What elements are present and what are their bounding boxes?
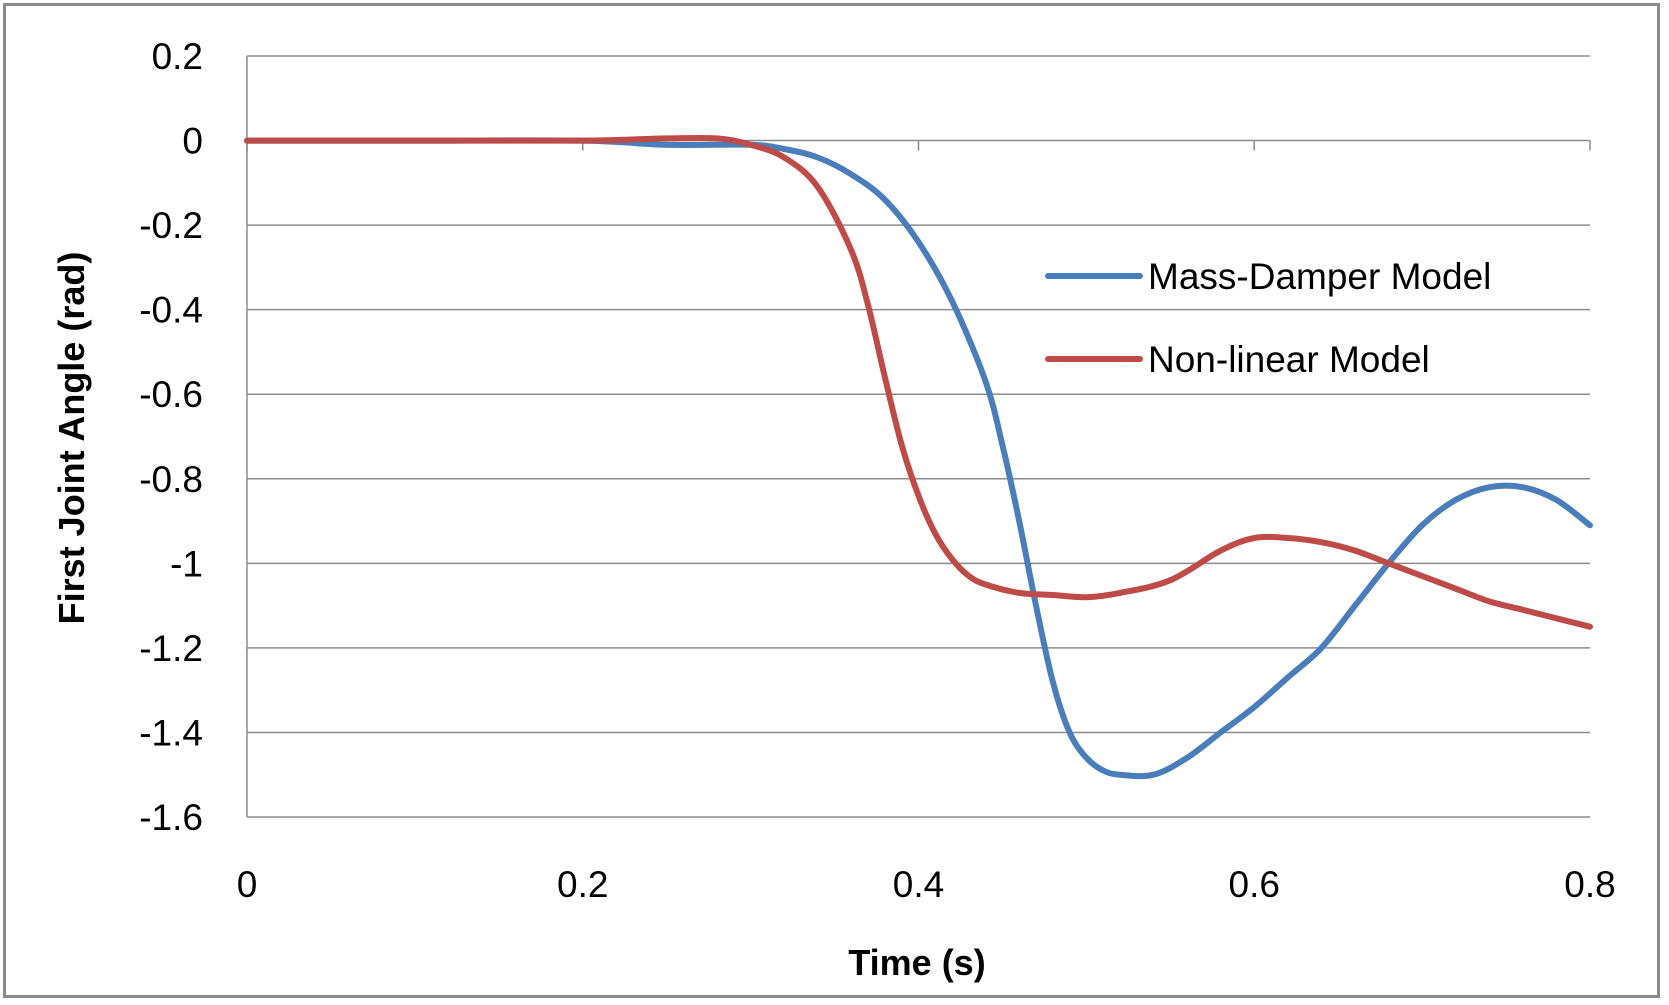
y-tick-label: -0.2 xyxy=(139,205,203,246)
x-tick-label: 0 xyxy=(237,864,258,905)
series-line-non-linear xyxy=(244,134,1593,630)
y-tick-label: 0.2 xyxy=(152,36,203,77)
y-tick-label: 0 xyxy=(182,121,203,162)
x-tick-label: 0.4 xyxy=(893,864,944,905)
chart-frame xyxy=(3,3,1660,998)
x-tick-labels: 0 0.2 0.4 0.6 0.8 xyxy=(237,864,1616,905)
x-axis-title: Time (s) xyxy=(848,942,985,983)
axes xyxy=(246,56,1591,817)
y-tick-label: -1.6 xyxy=(139,797,203,838)
y-tick-label: -0.8 xyxy=(139,459,203,500)
series-line-mass-damper xyxy=(244,137,1593,780)
y-tick-label: -1.4 xyxy=(139,712,203,753)
x-tick-label: 0.2 xyxy=(557,864,608,905)
y-tick-label: -0.6 xyxy=(139,374,203,415)
y-axis-title: First Joint Angle (rad) xyxy=(51,252,92,625)
y-tick-labels: 0.2 0 -0.2 -0.4 -0.6 -0.8 -1 -1.2 -1.4 -1.6 xyxy=(139,36,203,838)
x-tick-label: 0.8 xyxy=(1564,864,1615,905)
gridlines xyxy=(247,55,1590,818)
x-tick-label: 0.6 xyxy=(1229,864,1280,905)
y-tick-label: -0.4 xyxy=(139,290,203,331)
legend-label-non-linear: Non-linear Model xyxy=(1148,339,1430,380)
data-series xyxy=(244,134,1593,780)
legend-label-mass-damper: Mass-Damper Model xyxy=(1148,256,1491,297)
y-tick-label: -1 xyxy=(170,543,203,584)
legend: Mass-Damper Model Non-linear Model xyxy=(1045,256,1491,380)
y-tick-label: -1.2 xyxy=(139,628,203,669)
